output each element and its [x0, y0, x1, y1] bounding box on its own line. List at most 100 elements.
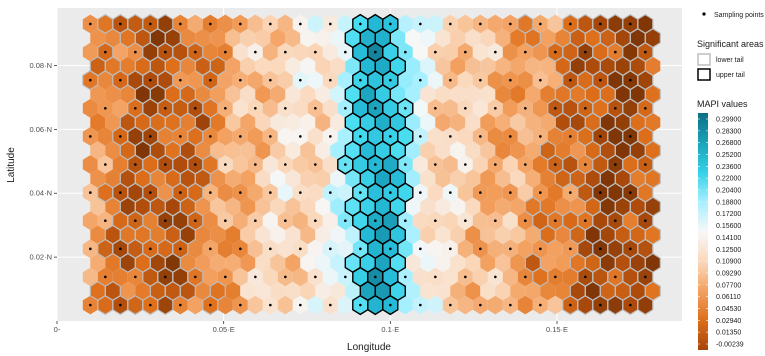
colorbar-label: 0.09290: [716, 270, 741, 277]
sampling-point: [89, 247, 92, 251]
colorbar-label: 0.04530: [716, 306, 741, 313]
hex-cell: [195, 84, 211, 104]
sampling-point: [284, 163, 287, 166]
hex-cell: [285, 281, 301, 301]
hex-cell: [97, 183, 113, 202]
hex-cell: [600, 113, 616, 132]
hex-cell: [450, 56, 466, 76]
hex-cell: [270, 28, 286, 48]
hex-cell: [487, 70, 503, 90]
hex-cell: [277, 70, 293, 90]
hex-cell: [450, 169, 466, 188]
x-tick-label: 0.1·E: [381, 325, 399, 334]
hex-cell: [465, 253, 481, 273]
hex-cell: [532, 155, 548, 174]
hex-cell: [240, 141, 256, 160]
hex-cell: [330, 141, 346, 160]
hex-cell: [450, 253, 466, 273]
hex-cell: [555, 253, 571, 273]
hex-cell: [420, 253, 436, 273]
hex-cell: [480, 197, 496, 216]
hex-cell: [607, 14, 623, 34]
hex-cell: [562, 211, 578, 231]
hex-cell: [277, 127, 293, 146]
hex-cell: [210, 141, 226, 160]
hex-cell: [412, 42, 428, 62]
sampling-point: [164, 219, 167, 223]
hex-cell: [450, 141, 466, 160]
hex-cell: [645, 253, 661, 273]
hex-cell: [135, 253, 151, 273]
hex-cell: [637, 239, 653, 259]
hex-cell: [165, 84, 181, 104]
hex-cell: [127, 14, 143, 34]
hex-cell: [600, 84, 616, 104]
hex-cell: [345, 281, 361, 301]
colorbar-label: 0.29900: [716, 117, 741, 124]
sampling-point: [449, 22, 452, 26]
sampling-point: [104, 219, 107, 223]
sampling-point: [224, 50, 227, 54]
hex-cell: [142, 211, 158, 231]
significant-hex-outline: [202, 98, 219, 119]
sampling-point: [269, 22, 272, 26]
hex-cell: [315, 253, 331, 273]
hex-cell: [630, 253, 646, 273]
sampling-point: [254, 106, 257, 110]
hex-cell: [472, 267, 488, 287]
sampling-point: [359, 191, 362, 194]
hex-cell: [127, 127, 143, 146]
hex-cell: [607, 70, 623, 90]
sampling-point: [584, 50, 587, 54]
colorbar-label: 0.23600: [716, 164, 741, 171]
sampling-point: [644, 50, 647, 54]
hex-cell: [217, 183, 233, 202]
hex-cell: [420, 113, 436, 132]
hex-cell: [375, 197, 391, 216]
legend-point-key: [702, 12, 706, 16]
hex-cell: [435, 197, 451, 216]
significant-area-outlines: [82, 13, 661, 316]
sampling-point: [479, 303, 482, 307]
hex-cell: [255, 113, 271, 132]
hex-cell: [450, 225, 466, 245]
hex-cell: [487, 239, 503, 259]
hex-cell: [630, 113, 646, 132]
hex-cell: [645, 281, 661, 301]
sampling-point: [404, 163, 407, 166]
hex-cell: [532, 42, 548, 62]
hex-cell: [420, 225, 436, 245]
hex-cell: [427, 127, 443, 146]
sampling-point: [464, 219, 467, 223]
sampling-point: [239, 135, 242, 138]
hex-cell: [532, 211, 548, 231]
sampling-point: [314, 163, 317, 166]
colorbar-label: 0.25200: [716, 152, 741, 159]
sampling-point: [599, 22, 602, 26]
sampling-point: [479, 135, 482, 138]
hex-cell: [225, 197, 241, 216]
hex-cell: [427, 183, 443, 202]
hex-cell: [525, 113, 541, 132]
hex-cell: [510, 225, 526, 245]
hex-cell: [375, 169, 391, 188]
sampling-point: [449, 191, 452, 194]
hex-cell: [525, 197, 541, 216]
hex-cell: [105, 225, 121, 245]
colorbar-label: 0.07700: [716, 282, 741, 289]
hex-cell: [547, 14, 563, 34]
hex-cell: [390, 141, 406, 160]
hex-cell: [202, 267, 218, 287]
hex-cell: [577, 127, 593, 146]
hex-cell: [255, 225, 271, 245]
hex-cell: [322, 98, 338, 118]
hex-cell: [345, 225, 361, 245]
sampling-point: [569, 247, 572, 251]
sampling-point: [569, 135, 572, 138]
hex-cell: [337, 239, 353, 259]
hex-cell: [360, 253, 376, 273]
hex-cell: [585, 56, 601, 76]
hex-cell: [105, 169, 121, 188]
hex-cell: [337, 183, 353, 202]
hex-cell: [562, 42, 578, 62]
